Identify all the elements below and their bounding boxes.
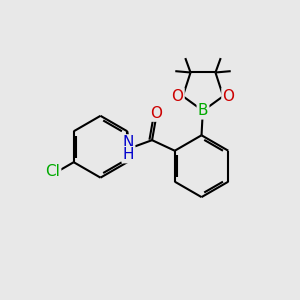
Text: O: O xyxy=(223,89,235,104)
Text: O: O xyxy=(150,106,162,121)
Text: N: N xyxy=(123,135,134,150)
Text: O: O xyxy=(172,89,184,104)
Text: Cl: Cl xyxy=(45,164,60,179)
Text: H: H xyxy=(123,147,134,162)
Text: B: B xyxy=(198,103,208,118)
